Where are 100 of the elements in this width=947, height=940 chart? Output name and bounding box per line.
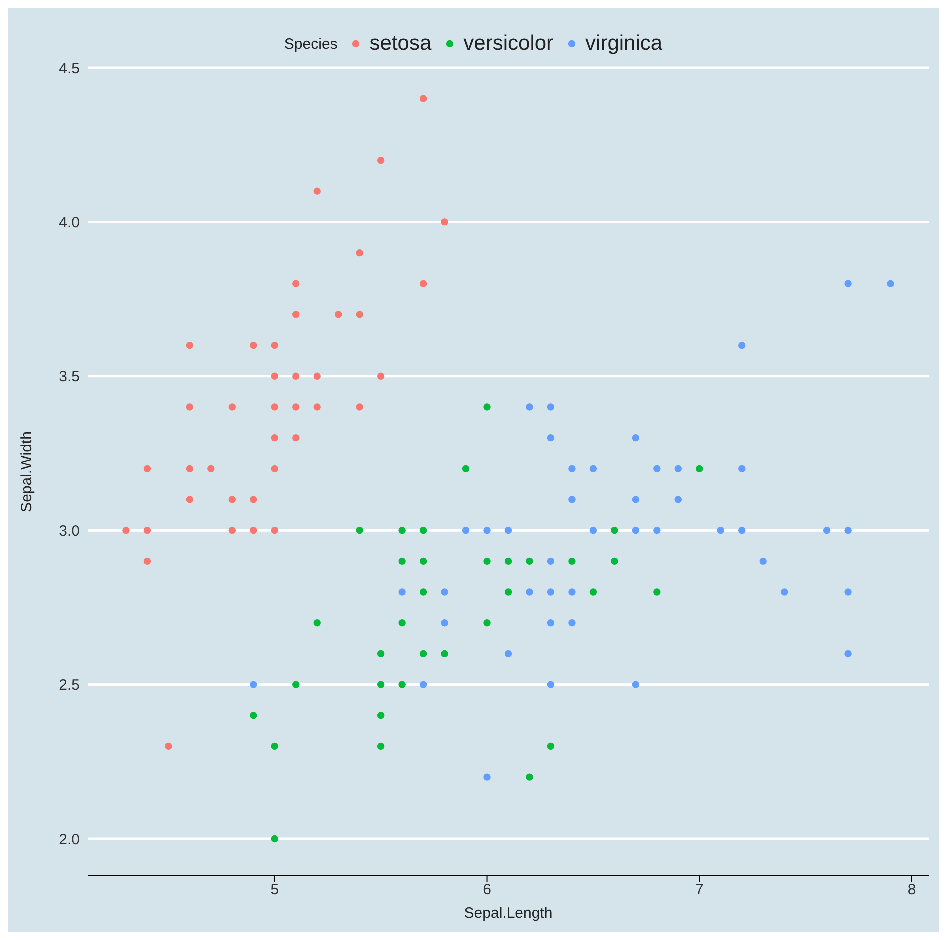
point <box>568 496 576 504</box>
point <box>314 404 321 411</box>
point <box>250 526 258 534</box>
point <box>271 434 278 442</box>
point <box>526 774 534 781</box>
point <box>271 342 278 350</box>
point <box>717 526 724 534</box>
point <box>441 620 448 627</box>
point <box>144 526 152 534</box>
point <box>462 465 470 473</box>
legend-title: Species <box>284 36 338 52</box>
point <box>504 526 512 534</box>
point <box>356 404 364 411</box>
point <box>611 526 618 534</box>
point <box>398 620 406 627</box>
point <box>611 558 618 566</box>
y-tick-label: 2.0 <box>59 831 80 848</box>
point <box>844 650 852 658</box>
point <box>484 404 491 411</box>
point <box>547 742 555 750</box>
point <box>420 526 428 534</box>
x-tick-label: 6 <box>483 882 492 899</box>
point <box>738 465 746 473</box>
point <box>568 588 576 596</box>
point <box>292 681 300 688</box>
point <box>760 558 767 566</box>
legend-label: setosa <box>368 32 432 56</box>
point <box>356 311 364 318</box>
point <box>547 434 555 442</box>
point <box>674 496 682 504</box>
y-axis-title: Sepal.Width <box>18 432 36 512</box>
y-tick-label: 3.5 <box>59 368 80 386</box>
point <box>228 496 236 504</box>
point <box>547 558 555 566</box>
point <box>186 342 194 350</box>
point <box>547 681 555 688</box>
point <box>547 620 555 627</box>
point <box>568 558 576 566</box>
y-tick-label: 3.0 <box>59 522 80 540</box>
point <box>526 558 534 566</box>
point <box>314 372 321 380</box>
y-tick-label: 2.5 <box>59 677 80 694</box>
point <box>271 465 278 473</box>
point <box>271 526 278 534</box>
point <box>356 526 364 534</box>
point <box>250 712 258 720</box>
point <box>420 650 428 658</box>
y-tick-label: 4.5 <box>59 60 80 78</box>
x-axis-title: Sepal.Length <box>464 905 553 922</box>
point <box>377 712 385 720</box>
point <box>377 372 385 380</box>
point <box>484 526 491 534</box>
point <box>292 280 300 288</box>
point <box>398 558 406 566</box>
point <box>314 620 321 627</box>
point <box>823 526 831 534</box>
point <box>377 650 385 658</box>
point <box>250 496 258 504</box>
point <box>844 588 852 596</box>
point <box>547 588 555 596</box>
point <box>420 681 428 688</box>
point <box>504 650 512 658</box>
point <box>696 465 704 473</box>
point <box>441 650 448 658</box>
y-tick-label: 4.0 <box>59 214 80 232</box>
point <box>420 558 428 566</box>
point <box>420 280 428 288</box>
point <box>738 342 746 350</box>
point <box>632 496 640 504</box>
point <box>420 588 428 596</box>
point <box>844 526 852 534</box>
point <box>271 835 278 843</box>
point <box>250 681 258 688</box>
point <box>398 526 406 534</box>
point <box>844 280 852 288</box>
point <box>420 95 428 102</box>
point <box>484 620 491 627</box>
point <box>122 526 130 534</box>
point <box>292 404 300 411</box>
point <box>377 681 385 688</box>
point <box>590 526 598 534</box>
point <box>292 372 300 380</box>
point <box>654 465 661 473</box>
point <box>208 465 215 473</box>
point <box>504 558 512 566</box>
point <box>314 188 321 195</box>
point <box>738 526 746 534</box>
point <box>547 404 555 411</box>
point <box>377 742 385 750</box>
point <box>590 465 598 473</box>
point <box>271 404 278 411</box>
point <box>654 588 661 596</box>
point <box>526 588 534 596</box>
point <box>632 526 640 534</box>
legend-label: virginica <box>584 32 663 56</box>
point <box>186 496 194 504</box>
point <box>165 742 172 750</box>
point <box>526 404 534 411</box>
x-tick-label: 7 <box>695 882 704 899</box>
point <box>590 588 598 596</box>
